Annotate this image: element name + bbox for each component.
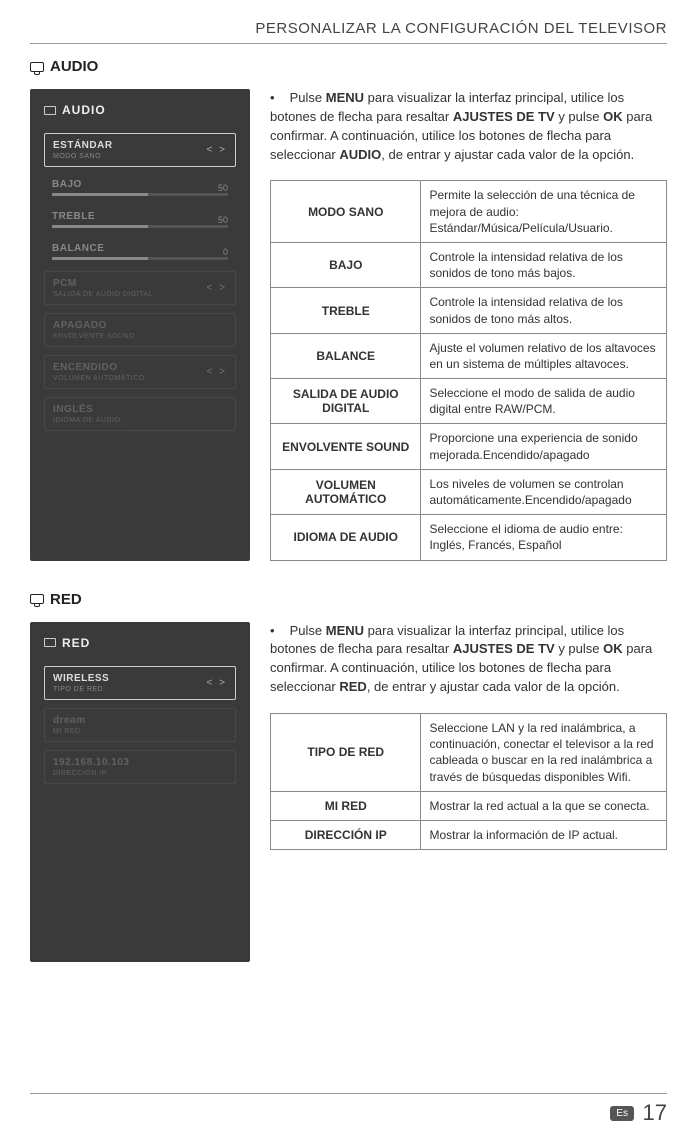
- red-instruction: Pulse MENU para visualizar la interfaz p…: [270, 622, 667, 697]
- option-key: BALANCE: [271, 333, 421, 378]
- tv-icon: [44, 638, 56, 647]
- table-row: TREBLEControle la intensidad relativa de…: [271, 288, 667, 333]
- mock-option-row: WIRELESSTIPO DE RED< >: [44, 666, 236, 700]
- option-key: IDIOMA DE AUDIO: [271, 515, 421, 560]
- chevron-left-right-icon: < >: [207, 283, 227, 294]
- table-row: BALANCEAjuste el volumen relativo de los…: [271, 333, 667, 378]
- mock-slider-row: BALANCE0: [44, 239, 236, 265]
- section-red: RED WIRELESSTIPO DE RED< > dreamMI RED 192…: [30, 622, 667, 962]
- table-row: DIRECCIÓN IPMostrar la información de IP…: [271, 820, 667, 849]
- page-header: PERSONALIZAR LA CONFIGURACIÓN DEL TELEVI…: [30, 20, 667, 44]
- page-number: 17: [643, 1100, 667, 1125]
- option-key: TIPO DE RED: [271, 713, 421, 791]
- table-row: TIPO DE REDSeleccione LAN y la red inalá…: [271, 713, 667, 791]
- mock-option-row: ENCENDIDOVOLUMEN AUTOMÁTICO< >: [44, 355, 236, 389]
- audio-options-table: MODO SANOPermite la selección de una téc…: [270, 180, 667, 560]
- option-description: Mostrar la información de IP actual.: [421, 820, 667, 849]
- mock-option-row: 192.168.10.103DIRECCIÓN IP: [44, 750, 236, 784]
- chevron-left-right-icon: < >: [207, 145, 227, 156]
- option-key: TREBLE: [271, 288, 421, 333]
- audio-mock-screenshot: AUDIO ESTÁNDARMODO SANO< > BAJO50 TREBLE50…: [30, 89, 250, 561]
- option-description: Permite la selección de una técnica de m…: [421, 181, 667, 243]
- option-description: Seleccione LAN y la red inalámbrica, a c…: [421, 713, 667, 791]
- red-content: Pulse MENU para visualizar la interfaz p…: [270, 622, 667, 962]
- table-row: IDIOMA DE AUDIOSeleccione el idioma de a…: [271, 515, 667, 560]
- page-title: PERSONALIZAR LA CONFIGURACIÓN DEL TELEVI…: [255, 20, 667, 37]
- option-description: Controle la intensidad relativa de los s…: [421, 288, 667, 333]
- tv-icon: [44, 106, 56, 115]
- option-description: Controle la intensidad relativa de los s…: [421, 242, 667, 287]
- tv-icon: [30, 594, 44, 604]
- option-key: MI RED: [271, 791, 421, 820]
- table-row: MI REDMostrar la red actual a la que se …: [271, 791, 667, 820]
- lang-badge: Es: [610, 1106, 634, 1121]
- audio-mock-title: AUDIO: [44, 103, 236, 117]
- table-row: MODO SANOPermite la selección de una téc…: [271, 181, 667, 243]
- table-row: BAJOControle la intensidad relativa de l…: [271, 242, 667, 287]
- red-options-table: TIPO DE REDSeleccione LAN y la red inalá…: [270, 713, 667, 850]
- mock-option-row: dreamMI RED: [44, 708, 236, 742]
- mock-option-row: ESTÁNDARMODO SANO< >: [44, 133, 236, 167]
- option-key: DIRECCIÓN IP: [271, 820, 421, 849]
- red-mock-title: RED: [44, 636, 236, 650]
- option-description: Los niveles de volumen se controlan auto…: [421, 469, 667, 514]
- mock-option-row: PCMSALIDA DE AUDIO DIGITAL< >: [44, 271, 236, 305]
- red-mock-screenshot: RED WIRELESSTIPO DE RED< > dreamMI RED 192…: [30, 622, 250, 962]
- table-row: VOLUMEN AUTOMÁTICOLos niveles de volumen…: [271, 469, 667, 514]
- mock-option-row: INGLÉSIDIOMA DE AUDIO: [44, 397, 236, 431]
- mock-slider-row: BAJO50: [44, 175, 236, 201]
- option-description: Ajuste el volumen relativo de los altavo…: [421, 333, 667, 378]
- option-description: Proporcione una experiencia de sonido me…: [421, 424, 667, 469]
- mock-option-row: APAGADOENVOLVENTE SOUND: [44, 313, 236, 347]
- chevron-left-right-icon: < >: [207, 677, 227, 688]
- section-heading-red-label: RED: [50, 591, 82, 608]
- option-key: SALIDA DE AUDIO DIGITAL: [271, 379, 421, 424]
- tv-icon: [30, 62, 44, 72]
- section-audio: AUDIO ESTÁNDARMODO SANO< > BAJO50 TREBLE50…: [30, 89, 667, 561]
- audio-instruction: Pulse MENU para visualizar la interfaz p…: [270, 89, 667, 164]
- option-key: MODO SANO: [271, 181, 421, 243]
- table-row: ENVOLVENTE SOUNDProporcione una experien…: [271, 424, 667, 469]
- option-description: Seleccione el idioma de audio entre: Ing…: [421, 515, 667, 560]
- option-key: BAJO: [271, 242, 421, 287]
- option-key: ENVOLVENTE SOUND: [271, 424, 421, 469]
- chevron-left-right-icon: < >: [207, 367, 227, 378]
- section-heading-audio: AUDIO: [30, 58, 667, 75]
- page-footer: Es 17: [30, 1093, 667, 1126]
- option-key: VOLUMEN AUTOMÁTICO: [271, 469, 421, 514]
- table-row: SALIDA DE AUDIO DIGITALSeleccione el mod…: [271, 379, 667, 424]
- mock-slider-row: TREBLE50: [44, 207, 236, 233]
- option-description: Mostrar la red actual a la que se conect…: [421, 791, 667, 820]
- section-heading-audio-label: AUDIO: [50, 58, 98, 75]
- section-heading-red: RED: [30, 591, 667, 608]
- audio-content: Pulse MENU para visualizar la interfaz p…: [270, 89, 667, 561]
- option-description: Seleccione el modo de salida de audio di…: [421, 379, 667, 424]
